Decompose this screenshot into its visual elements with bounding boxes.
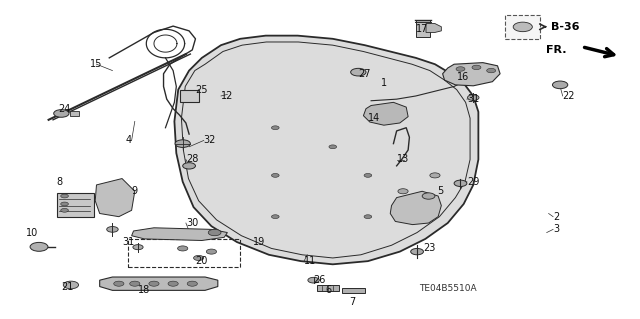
Text: 21: 21 <box>61 282 74 292</box>
Circle shape <box>177 246 188 251</box>
Polygon shape <box>317 285 339 291</box>
Bar <box>416 20 430 37</box>
Circle shape <box>364 215 372 219</box>
Circle shape <box>422 193 435 199</box>
Text: 11: 11 <box>304 256 316 266</box>
Text: 30: 30 <box>186 218 198 228</box>
Circle shape <box>175 140 190 147</box>
Circle shape <box>486 68 495 73</box>
Polygon shape <box>426 24 442 33</box>
Text: 6: 6 <box>325 285 332 295</box>
Polygon shape <box>100 277 218 290</box>
Text: 27: 27 <box>358 69 371 79</box>
Text: 10: 10 <box>26 227 38 238</box>
Circle shape <box>467 95 479 100</box>
Bar <box>179 90 198 102</box>
Circle shape <box>61 194 68 198</box>
Circle shape <box>411 249 424 255</box>
Circle shape <box>107 226 118 232</box>
Text: 29: 29 <box>467 177 479 187</box>
Text: 16: 16 <box>458 72 470 82</box>
Bar <box>57 193 94 217</box>
Text: 14: 14 <box>368 113 380 123</box>
Circle shape <box>30 242 48 251</box>
Text: 15: 15 <box>90 59 102 69</box>
Circle shape <box>193 256 204 261</box>
Bar <box>129 239 240 268</box>
Circle shape <box>552 81 568 89</box>
Circle shape <box>364 174 372 177</box>
Text: 26: 26 <box>314 275 326 285</box>
Circle shape <box>168 281 178 286</box>
Circle shape <box>308 277 319 283</box>
Circle shape <box>182 163 195 169</box>
Text: 8: 8 <box>56 177 62 187</box>
Circle shape <box>271 126 279 130</box>
Circle shape <box>351 68 366 76</box>
Text: 4: 4 <box>125 136 131 145</box>
Text: 25: 25 <box>195 85 208 95</box>
Circle shape <box>472 65 481 70</box>
Circle shape <box>329 145 337 149</box>
Circle shape <box>130 281 140 286</box>
Circle shape <box>398 189 408 194</box>
Polygon shape <box>132 228 227 241</box>
Text: 32: 32 <box>204 136 216 145</box>
Polygon shape <box>95 179 135 217</box>
Circle shape <box>61 208 68 212</box>
Circle shape <box>114 281 124 286</box>
Circle shape <box>61 202 68 206</box>
Circle shape <box>133 245 143 250</box>
Text: 31: 31 <box>467 94 479 104</box>
Polygon shape <box>390 191 442 225</box>
Circle shape <box>271 174 279 177</box>
Text: 19: 19 <box>253 237 265 247</box>
Text: 13: 13 <box>397 154 409 165</box>
Circle shape <box>63 281 79 289</box>
Text: 31: 31 <box>122 237 134 247</box>
Circle shape <box>149 281 159 286</box>
Text: 1: 1 <box>381 78 387 88</box>
Text: B-36: B-36 <box>551 22 580 32</box>
Circle shape <box>206 249 216 254</box>
Circle shape <box>454 180 467 187</box>
Text: 12: 12 <box>221 91 234 101</box>
Circle shape <box>430 173 440 178</box>
Polygon shape <box>174 36 478 264</box>
Text: TE04B5510A: TE04B5510A <box>419 284 477 293</box>
Circle shape <box>54 110 69 117</box>
Circle shape <box>208 229 221 236</box>
Polygon shape <box>342 288 365 293</box>
Text: 2: 2 <box>553 212 559 222</box>
Text: 5: 5 <box>437 186 443 196</box>
Circle shape <box>271 215 279 219</box>
Text: FR.: FR. <box>546 45 566 55</box>
Text: 9: 9 <box>132 186 138 196</box>
Circle shape <box>187 281 197 286</box>
Text: 28: 28 <box>186 154 198 165</box>
Text: 23: 23 <box>424 243 436 253</box>
Text: 17: 17 <box>416 24 428 34</box>
Polygon shape <box>364 102 408 125</box>
Polygon shape <box>443 63 500 86</box>
Text: 7: 7 <box>349 297 355 308</box>
Text: 18: 18 <box>138 285 150 295</box>
Text: 24: 24 <box>58 104 70 114</box>
Text: 20: 20 <box>195 256 208 266</box>
Bar <box>505 15 540 39</box>
Text: 22: 22 <box>563 91 575 101</box>
Bar <box>70 111 79 116</box>
Circle shape <box>513 22 532 32</box>
Circle shape <box>456 67 465 71</box>
Text: 3: 3 <box>553 224 559 234</box>
